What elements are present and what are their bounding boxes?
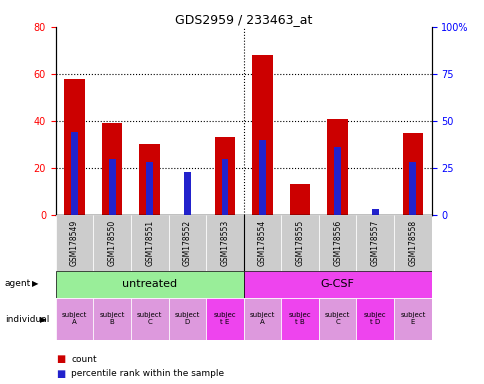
Bar — [183, 172, 190, 215]
Bar — [168, 298, 206, 340]
Text: subjec
t E: subjec t E — [213, 312, 236, 325]
Text: ■: ■ — [56, 369, 65, 379]
Text: GSM178551: GSM178551 — [145, 220, 154, 266]
Bar — [56, 298, 93, 340]
Bar — [243, 271, 431, 298]
Text: subjec
t D: subjec t D — [363, 312, 386, 325]
Bar — [131, 215, 168, 271]
Text: agent: agent — [5, 279, 31, 288]
Bar — [206, 215, 243, 271]
Title: GDS2959 / 233463_at: GDS2959 / 233463_at — [175, 13, 312, 26]
Bar — [318, 298, 356, 340]
Text: ■: ■ — [56, 354, 65, 364]
Text: percentile rank within the sample: percentile rank within the sample — [71, 369, 224, 378]
Text: untreated: untreated — [122, 279, 177, 289]
Bar — [393, 298, 431, 340]
Bar — [56, 215, 93, 271]
Bar — [64, 79, 85, 215]
Text: GSM178549: GSM178549 — [70, 220, 79, 266]
Bar — [408, 162, 415, 215]
Text: count: count — [71, 354, 97, 364]
Bar — [206, 298, 243, 340]
Text: GSM178557: GSM178557 — [370, 220, 379, 266]
Text: subject
E: subject E — [399, 312, 424, 325]
Text: individual: individual — [5, 315, 49, 324]
Bar — [139, 144, 160, 215]
Bar — [243, 298, 281, 340]
Text: GSM178553: GSM178553 — [220, 220, 229, 266]
Text: GSM178550: GSM178550 — [107, 220, 117, 266]
Bar — [356, 215, 393, 271]
Bar — [168, 215, 206, 271]
Bar — [102, 123, 122, 215]
Bar — [281, 215, 318, 271]
Text: subject
B: subject B — [99, 312, 124, 325]
Text: GSM178554: GSM178554 — [257, 220, 267, 266]
Bar — [243, 215, 281, 271]
Bar — [214, 137, 235, 215]
Bar — [93, 215, 131, 271]
Bar — [356, 298, 393, 340]
Text: subject
A: subject A — [62, 312, 87, 325]
Bar — [327, 119, 348, 215]
Text: subject
A: subject A — [249, 312, 274, 325]
Bar — [402, 133, 423, 215]
Bar — [318, 215, 356, 271]
Bar — [108, 159, 115, 215]
Bar — [281, 298, 318, 340]
Bar — [93, 298, 131, 340]
Bar — [393, 215, 431, 271]
Text: ▶: ▶ — [31, 279, 38, 288]
Bar — [131, 298, 168, 340]
Text: GSM178558: GSM178558 — [408, 220, 417, 266]
Bar — [71, 132, 78, 215]
Text: GSM178555: GSM178555 — [295, 220, 304, 266]
Bar — [146, 162, 153, 215]
Text: subject
C: subject C — [324, 312, 349, 325]
Bar — [289, 184, 310, 215]
Text: GSM178552: GSM178552 — [182, 220, 192, 266]
Text: ▶: ▶ — [40, 315, 46, 324]
Text: subjec
t B: subjec t B — [288, 312, 311, 325]
Text: subject
C: subject C — [137, 312, 162, 325]
Text: subject
D: subject D — [174, 312, 199, 325]
Bar — [371, 209, 378, 215]
Text: G-CSF: G-CSF — [320, 279, 354, 289]
Bar — [221, 159, 228, 215]
Bar — [333, 147, 340, 215]
Bar — [252, 55, 272, 215]
Text: GSM178556: GSM178556 — [333, 220, 342, 266]
Bar — [258, 140, 265, 215]
Bar — [56, 271, 243, 298]
